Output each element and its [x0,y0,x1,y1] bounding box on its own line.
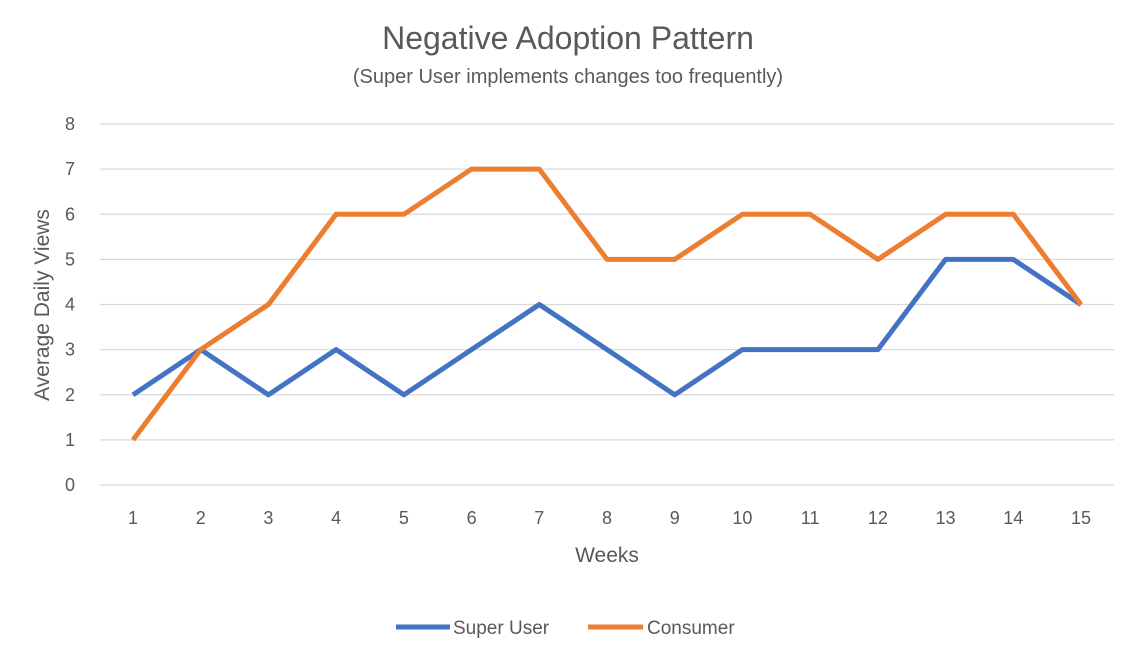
y-tick-label: 1 [65,430,75,450]
x-tick-label: 8 [602,508,612,528]
legend: Super User Consumer [396,618,735,639]
y-tick-label: 2 [65,385,75,405]
gridlines [100,123,1114,486]
y-tick-label: 3 [65,340,75,360]
legend-item-consumer: Consumer [588,618,735,639]
x-tick-label: 14 [1003,508,1023,528]
legend-label-consumer: Consumer [647,618,735,639]
y-tick-label: 7 [65,159,75,179]
x-tick-label: 5 [399,508,409,528]
x-tick-label: 7 [534,508,544,528]
y-tick-label: 4 [65,295,75,315]
y-axis-ticks: 0 1 2 3 4 5 6 7 8 [65,114,75,495]
series-line-consumer [130,166,1083,442]
x-tick-label: 13 [936,508,956,528]
legend-item-super-user: Super User [396,618,550,639]
series-lines [130,166,1083,442]
x-tick-label: 6 [467,508,477,528]
x-tick-label: 2 [196,508,206,528]
legend-label-super-user: Super User [453,618,550,639]
x-tick-label: 4 [331,508,341,528]
y-tick-label: 6 [65,204,75,224]
x-tick-label: 3 [263,508,273,528]
chart-title: Negative Adoption Pattern [382,20,754,56]
x-tick-label: 12 [868,508,888,528]
y-tick-label: 0 [65,475,75,495]
x-axis-label: Weeks [575,544,639,567]
x-tick-label: 10 [732,508,752,528]
x-axis-ticks: 1 2 3 4 5 6 7 8 9 10 11 12 13 14 15 [128,508,1091,528]
x-tick-label: 11 [801,508,820,528]
x-tick-label: 9 [670,508,680,528]
x-tick-label: 15 [1071,508,1091,528]
y-axis-label: Average Daily Views [31,209,54,401]
chart-subtitle: (Super User implements changes too frequ… [353,66,783,88]
x-tick-label: 1 [128,508,138,528]
series-line-super-user [131,256,1083,398]
y-tick-label: 8 [65,114,75,134]
y-tick-label: 5 [65,249,75,269]
